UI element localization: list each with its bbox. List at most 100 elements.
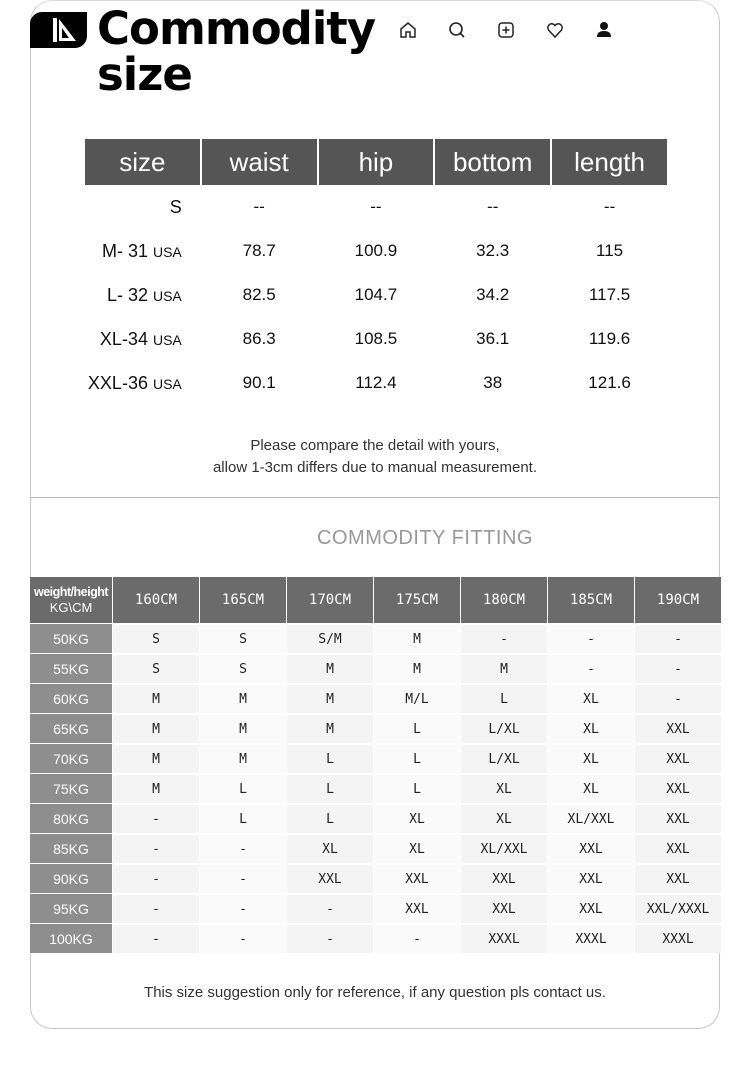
fit-cell: M [200, 713, 287, 743]
fit-cell: XL [461, 773, 548, 803]
fit-cell: M [200, 683, 287, 713]
fit-cell: XXL [635, 833, 722, 863]
footer-note: This size suggestion only for reference,… [144, 984, 606, 1001]
page-title: Commodity size [97, 2, 376, 101]
fit-cell: - [113, 923, 200, 953]
measurement-cell: 90.1 [242, 373, 276, 392]
fit-cell: S [200, 653, 287, 683]
measurement-cell: 100.9 [354, 241, 398, 260]
fit-cell: XXL [635, 743, 722, 773]
note-line-1: Please compare the detail with yours, [250, 437, 500, 454]
height-header: 190CM [635, 577, 722, 623]
fit-cell: M [113, 713, 200, 743]
fit-cell: - [113, 863, 200, 893]
height-header: 185CM [548, 577, 635, 623]
measurement-cell: -- [603, 197, 616, 216]
weight-label: 75KG [30, 773, 113, 803]
fit-cell: L [200, 803, 287, 833]
fit-cell: - [374, 923, 461, 953]
fitting-table: weight/height KG\CM 160CM 165CM 170CM 175CM 18… [30, 577, 722, 953]
fit-cell: - [548, 623, 635, 653]
fit-cell: - [200, 923, 287, 953]
height-header: 180CM [461, 577, 548, 623]
table-row: S -- -- -- -- [85, 185, 667, 229]
fit-cell: XL [548, 713, 635, 743]
weight-label: 90KG [30, 863, 113, 893]
fit-cell: - [113, 833, 200, 863]
table-row: M- 31 USA 78.7 100.9 32.3 115 [85, 229, 667, 273]
measurement-cell: 108.5 [354, 329, 398, 348]
fit-cell: M [374, 623, 461, 653]
fit-cell: M [113, 743, 200, 773]
size-label: XL-34 [99, 328, 148, 349]
fit-cell: M [113, 683, 200, 713]
size-cell: XL-34 USA [85, 317, 200, 361]
measurement-cell: 36.1 [476, 329, 510, 348]
fit-cell: M [461, 653, 548, 683]
weight-label: 100KG [30, 923, 113, 953]
size-cell: L- 32 USA [85, 273, 200, 317]
measurement-cell: 112.4 [355, 373, 397, 392]
fit-cell: - [113, 803, 200, 833]
weight-label: 55KG [30, 653, 113, 683]
measurement-cell: 117.5 [588, 285, 631, 304]
column-header: size [85, 139, 200, 185]
column-header: waist [201, 139, 317, 185]
weight-label: 80KG [30, 803, 113, 833]
fit-cell: L [200, 773, 287, 803]
fit-cell: - [287, 893, 374, 923]
fit-cell: - [461, 623, 548, 653]
fit-cell: S/M [287, 623, 374, 653]
unit-label: USA [152, 331, 182, 348]
measurement-cell: -- [370, 197, 382, 216]
fitting-title: COMMODITY FITTING [317, 527, 533, 549]
fit-cell: XXL [374, 893, 461, 923]
measurement-cell: 78.7 [242, 241, 276, 260]
column-header: bottom [435, 139, 551, 185]
fit-cell: XXL [548, 863, 635, 893]
fit-cell: L [287, 743, 374, 773]
measurement-cell: 121.6 [588, 373, 631, 392]
size-card [30, 0, 720, 1029]
heart-icon[interactable] [545, 20, 565, 40]
fit-cell: - [635, 653, 722, 683]
fit-cell: XXXL [635, 923, 722, 953]
ruler-triangle-logo [30, 12, 87, 48]
search-icon[interactable] [447, 20, 467, 40]
measurement-cell: 32.3 [476, 241, 510, 260]
fit-cell: L [287, 803, 374, 833]
fit-cell: L [374, 773, 461, 803]
fit-cell: S [200, 623, 287, 653]
unit-label: USA [152, 287, 182, 304]
fit-cell: XXL [635, 863, 722, 893]
measurement-cell: -- [487, 197, 499, 216]
plus-square-icon[interactable] [496, 20, 516, 40]
fit-cell: XL [374, 803, 461, 833]
fit-cell: L/XL [461, 743, 548, 773]
fit-cell: - [635, 683, 722, 713]
fit-cell: XXL [635, 773, 722, 803]
height-header: 165CM [200, 577, 287, 623]
fit-cell: XXL [461, 863, 548, 893]
fit-cell: S [113, 653, 200, 683]
fit-cell: XL [461, 803, 548, 833]
size-cell: S [85, 185, 200, 229]
fit-cell: S [113, 623, 200, 653]
measurement-cell: 86.3 [242, 329, 276, 348]
fit-cell: XXL [635, 803, 722, 833]
home-icon[interactable] [398, 20, 418, 40]
fit-cell: M [200, 743, 287, 773]
measurement-cell: 119.6 [588, 329, 631, 348]
measurement-cell: 104.7 [354, 285, 398, 304]
note-line-2: allow 1-3cm differs due to manual measur… [212, 459, 538, 476]
height-header: 175CM [374, 577, 461, 623]
user-icon[interactable] [594, 20, 614, 40]
height-header: 170CM [287, 577, 374, 623]
fit-cell: M [287, 683, 374, 713]
fit-cell: XL [287, 833, 374, 863]
table-row: XL-34 USA 86.3 108.5 36.1 119.6 [85, 317, 667, 361]
table-row: XXL-36 USA 90.1 112.4 38 121.6 [85, 361, 667, 405]
size-label: M- 31 [101, 240, 148, 261]
fit-cell: M [113, 773, 200, 803]
size-label: L- 32 [106, 284, 148, 305]
